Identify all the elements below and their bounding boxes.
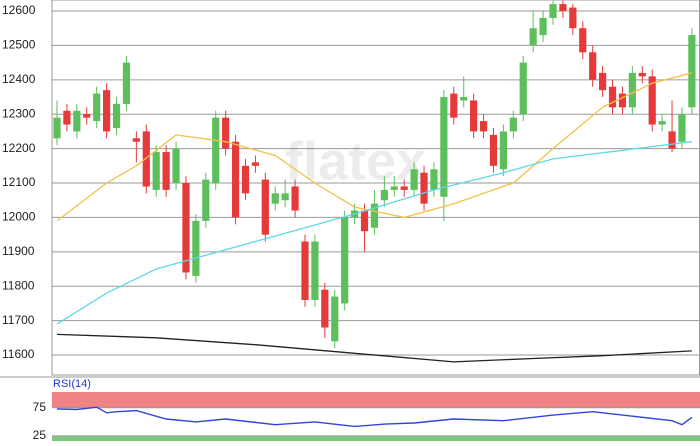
candle-body xyxy=(479,121,488,132)
candle-body xyxy=(420,172,428,204)
candle-body xyxy=(628,72,636,108)
indicator-line xyxy=(56,72,693,222)
candle-body xyxy=(231,141,240,218)
candle-body xyxy=(638,72,646,77)
y-tick-label: 12500 xyxy=(2,38,36,52)
candle-body xyxy=(489,134,498,166)
candle-body xyxy=(410,169,418,190)
candle-body xyxy=(122,62,131,104)
candle-body xyxy=(470,100,478,132)
candle-body xyxy=(311,241,319,300)
candle-body xyxy=(599,72,607,91)
candle-body xyxy=(93,93,101,122)
candle-body xyxy=(430,169,438,190)
candle-body xyxy=(539,17,547,36)
watermark: flatex xyxy=(285,131,426,191)
y-tick-label: 11700 xyxy=(2,313,35,327)
candle-body xyxy=(569,7,577,29)
candle-body xyxy=(648,76,656,125)
candle-body xyxy=(112,103,121,128)
candle-body xyxy=(688,35,696,108)
candle-body xyxy=(509,117,517,132)
y-tick-label: 12100 xyxy=(2,175,36,189)
y-tick-label: 25 xyxy=(33,428,47,441)
candle-body xyxy=(142,131,150,187)
candle-body xyxy=(370,203,379,228)
candle-body xyxy=(182,183,190,273)
oversold-band xyxy=(52,435,700,441)
candle-body xyxy=(103,90,111,132)
y-tick-label: 11600 xyxy=(2,347,35,361)
candle-body xyxy=(360,210,369,232)
candle-body xyxy=(499,131,507,170)
candle-body xyxy=(440,97,448,197)
y-tick-label: 12000 xyxy=(2,210,36,224)
overbought-band xyxy=(52,392,700,408)
candle-body xyxy=(390,186,398,190)
candle-body xyxy=(618,93,627,108)
candle-body xyxy=(579,28,587,53)
candle-body xyxy=(152,152,160,190)
candle-body xyxy=(549,4,557,18)
candle-body xyxy=(202,179,210,221)
indicator-line xyxy=(56,333,692,363)
candle-body xyxy=(400,186,408,190)
candle-body xyxy=(301,241,309,300)
candle-body xyxy=(529,28,537,46)
candle-body xyxy=(63,110,71,125)
candle-body xyxy=(519,62,527,115)
indicator-title: RSI(14) xyxy=(53,378,91,390)
y-tick-label: 12200 xyxy=(2,141,36,155)
y-tick-label: 12400 xyxy=(2,72,36,86)
candle-body xyxy=(212,117,220,184)
indicator-line xyxy=(56,141,692,325)
candle-body xyxy=(559,4,567,12)
candle-body xyxy=(450,93,458,118)
y-tick-label: 75 xyxy=(33,400,47,414)
candle-body xyxy=(281,193,289,201)
candle-body xyxy=(658,121,666,125)
candle-body xyxy=(331,296,339,342)
candle-body xyxy=(192,220,200,276)
candle-body xyxy=(291,186,299,211)
candle-body xyxy=(608,86,617,108)
y-tick-label: 12300 xyxy=(2,106,36,120)
candle-body xyxy=(251,162,259,166)
candle-body xyxy=(321,289,329,328)
candle-body xyxy=(172,148,180,184)
candle-body xyxy=(668,131,676,149)
candle-body xyxy=(83,114,91,118)
y-tick-label: 12600 xyxy=(2,3,36,17)
indicator-line xyxy=(56,406,693,428)
candle-body xyxy=(241,165,250,194)
candle-body xyxy=(261,179,269,235)
candle-body xyxy=(53,117,61,139)
candle-body xyxy=(132,138,140,142)
candle-body xyxy=(380,189,388,201)
candle-body xyxy=(460,97,468,101)
y-tick-label: 11800 xyxy=(2,278,35,292)
candle-body xyxy=(678,114,686,142)
y-tick-label: 11900 xyxy=(2,244,35,258)
candle-body xyxy=(589,52,597,80)
candle-body xyxy=(341,217,349,304)
candle-body xyxy=(271,193,279,204)
candle-body xyxy=(162,152,170,190)
candle-body xyxy=(73,110,81,132)
candle-body xyxy=(222,117,230,149)
